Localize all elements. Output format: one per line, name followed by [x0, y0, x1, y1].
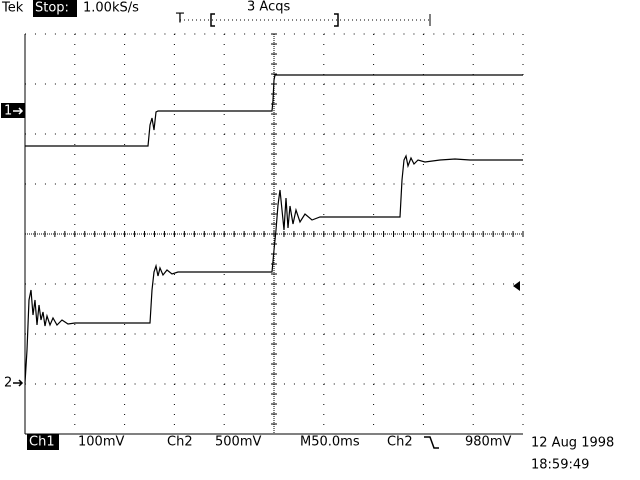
- sample-rate: 1.00kS/s: [83, 1, 139, 16]
- ch2-label: Ch2: [167, 435, 193, 450]
- ch1-marker: 1: [4, 104, 12, 119]
- record-bracket: [210, 13, 339, 27]
- trigger-level: 980mV: [465, 435, 511, 450]
- ch1-label: Ch1: [29, 435, 55, 450]
- status-box: [33, 0, 77, 17]
- trigger-position-marker: T: [175, 12, 184, 27]
- timebase: M50.0ms: [300, 435, 360, 450]
- status: Stop:: [35, 1, 69, 16]
- trigger-slope: [424, 436, 439, 449]
- ch1-label-box: [27, 434, 59, 450]
- acquisitions: 3 Acqs: [247, 0, 290, 15]
- brand: Tek: [1, 1, 24, 16]
- trigger-source: Ch2: [387, 435, 413, 450]
- time: 18:59:49: [531, 458, 589, 473]
- ch2-arrow: [13, 379, 24, 387]
- trigger-level-arrow: [513, 281, 520, 291]
- ch1-arrow: [13, 107, 24, 115]
- ch2-scale: 500mV: [215, 435, 261, 450]
- graticule: [24, 33, 524, 435]
- ch2-marker: 2: [4, 376, 12, 391]
- ch2-trace: [24, 154, 523, 384]
- date: 12 Aug 1998: [531, 436, 614, 451]
- ch1-scale: 100mV: [78, 435, 124, 450]
- ch1-trace: [25, 74, 523, 147]
